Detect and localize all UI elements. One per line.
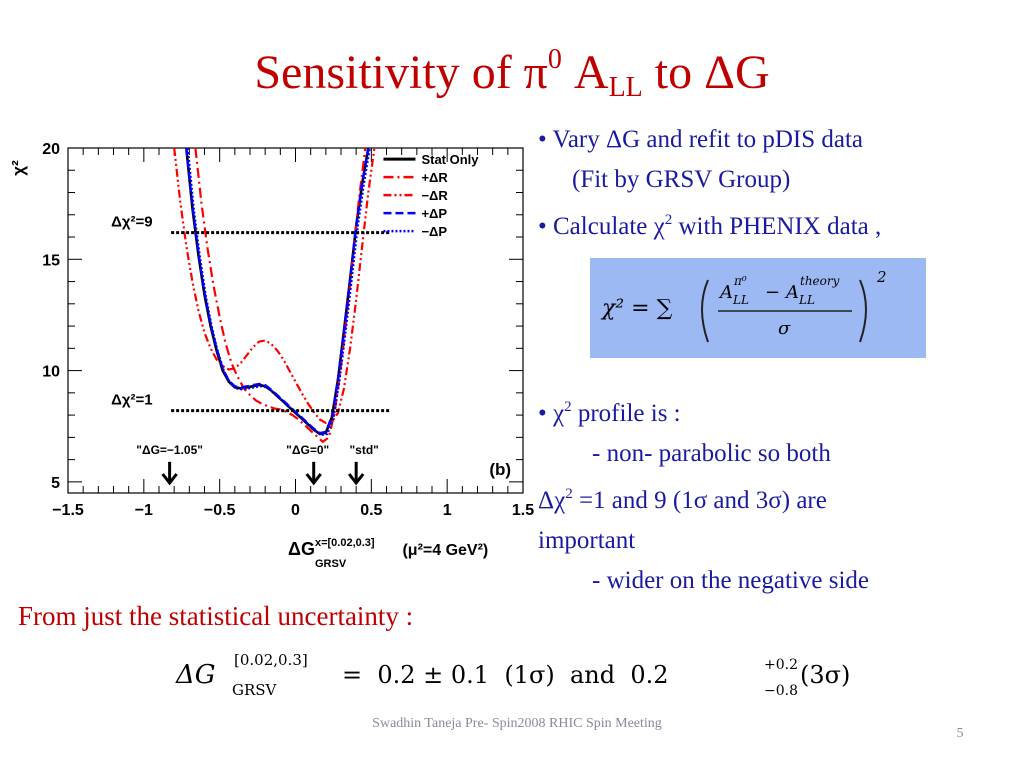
formula-a2: A xyxy=(784,282,799,303)
result-lhs: ΔG xyxy=(175,660,216,690)
x-axis-label-main: ΔG xyxy=(288,539,315,559)
bullet-calc-post: with PHENIX data , xyxy=(672,213,882,240)
bullet-calc-pre: • Calculate χ xyxy=(538,213,665,240)
delta-chi2-label-1: Δχ²=9 xyxy=(111,214,153,231)
legend-label-1: Stat Only xyxy=(421,152,479,167)
formula-left-paren xyxy=(701,279,709,343)
formula-a1-sup: π⁰ xyxy=(733,274,747,288)
marker-label-3: "std" xyxy=(349,443,378,457)
y-tick-label: 15 xyxy=(42,252,60,269)
title-subscript: LL xyxy=(608,72,643,103)
formula-a2-sup: theory xyxy=(800,274,840,288)
y-axis-label: χ² xyxy=(9,160,28,176)
result-formula-svg: ΔG [0.02,0.3] GRSV = 0.2 ± 0.1 (1σ) and … xyxy=(175,651,850,699)
bullet-cont-post: =1 and 9 (1σ and 3σ) are xyxy=(572,487,827,514)
title-end: to ΔG xyxy=(642,46,770,99)
plot-frame xyxy=(67,147,524,494)
series-line-5 xyxy=(186,148,371,437)
bullet-cont-pre: Δχ xyxy=(538,487,566,514)
bullet-profile-sub1: - non- parabolic so both xyxy=(592,440,831,467)
x-tick-label: 0 xyxy=(291,502,300,519)
panel-label: (b) xyxy=(489,460,511,479)
formula-a1: A xyxy=(718,282,733,303)
slide-title: Sensitivity of π0 ALL to ΔG xyxy=(0,30,1024,118)
bullet-calculate: • Calculate χ2 with PHENIX data , xyxy=(538,200,1024,247)
formula-lhs: χ² = ∑ xyxy=(600,296,673,321)
bullet-list: • Vary ΔG and refit to pDIS data (Fit by… xyxy=(538,120,1024,601)
formula-power: 2 xyxy=(876,268,887,286)
marker-arrow-head-2 xyxy=(305,473,322,486)
bullet-profile-cont2: important xyxy=(538,527,636,554)
x-tick-label: 1.5 xyxy=(512,502,534,519)
page-number: 5 xyxy=(956,726,964,741)
bullet-cont-sup: 2 xyxy=(565,486,573,502)
x-tick-label: 1 xyxy=(443,502,452,519)
result-value: = 0.2 ± 0.1 (1σ) and 0.2 xyxy=(342,661,669,689)
title-mid: A xyxy=(561,46,609,99)
bullet-vary-sub: (Fit by GRSV Group) xyxy=(572,166,791,193)
bullet-profile: • χ2 profile is : xyxy=(538,387,1024,434)
result-lhs-sup: [0.02,0.3] xyxy=(234,651,308,669)
bullet-profile-pre: • χ xyxy=(538,400,565,427)
result-err-down: −0.8 xyxy=(764,683,798,699)
formula-denominator: σ xyxy=(778,318,791,339)
legend-label-5: −ΔP xyxy=(421,224,447,239)
marker-label-1: "ΔG=−1.05" xyxy=(136,443,203,457)
delta-chi2-label-2: Δχ²=1 xyxy=(111,392,153,409)
y-tick-label: 10 xyxy=(42,364,60,381)
chi2-formula-svg: χ² = ∑ A π⁰ LL − A theory LL σ 2 xyxy=(600,268,887,343)
bullet-calc-sup: 2 xyxy=(664,212,673,228)
series-line-2 xyxy=(194,148,367,444)
chi2-chart: 5 10 15 20 −1.5 −1 −0.5 0 0.5 1 1.5 χ² ΔGx=[0.02,0.3… xyxy=(0,110,535,580)
x-axis-label: ΔGx=[0.02,0.3] GRSV (μ²=4 GeV²) xyxy=(288,537,488,570)
marker-arrow-head-1 xyxy=(161,473,178,486)
x-axis-label-tail: (μ²=4 GeV²) xyxy=(398,542,488,559)
chi2-formula: χ² = ∑ A π⁰ LL − A theory LL σ 2 xyxy=(590,258,926,358)
result-lhs-sub: GRSV xyxy=(232,681,278,699)
formula-minus: − xyxy=(765,282,780,303)
legend-label-3: −ΔR xyxy=(421,188,448,203)
slide-footer: Swadhin Taneja Pre- Spin2008 RHIC Spin M… xyxy=(372,716,662,731)
x-axis-label-sup: x=[0.02,0.3] xyxy=(315,537,375,549)
x-axis-label-sub: GRSV xyxy=(315,558,347,570)
y-tick-label: 20 xyxy=(42,141,60,158)
bullet-profile-cont: Δχ2 =1 and 9 (1σ and 3σ) are xyxy=(538,474,1024,521)
bullet-profile-post: profile is : xyxy=(571,400,681,427)
x-tick-label: 0.5 xyxy=(360,502,382,519)
marker-arrow-head-3 xyxy=(347,473,365,486)
stat-uncertainty-note: From just the statistical uncertainty : xyxy=(18,601,414,631)
series-line-3 xyxy=(173,148,376,425)
legend-label-4: +ΔP xyxy=(421,206,447,221)
bullet-vary: • Vary ΔG and refit to pDIS data xyxy=(538,126,863,153)
chi2-chart-svg: 5 10 15 20 −1.5 −1 −0.5 0 0.5 1 1.5 χ² ΔGx=[0.02,0.3… xyxy=(9,141,534,570)
result-tail: (3σ) xyxy=(800,661,850,689)
result-formula: ΔG [0.02,0.3] GRSV = 0.2 ± 0.1 (1σ) and … xyxy=(170,645,870,705)
marker-label-2: "ΔG=0" xyxy=(286,443,329,457)
bullet-profile-sub2: - wider on the negative side xyxy=(592,567,869,594)
title-main: Sensitivity of π xyxy=(254,46,548,99)
y-tick-label: 5 xyxy=(51,475,60,492)
legend-label-2: +ΔR xyxy=(421,170,448,185)
x-tick-label: −1.5 xyxy=(52,502,84,519)
result-err-up: +0.2 xyxy=(764,657,798,673)
formula-a1-sub: LL xyxy=(732,293,749,307)
title-superscript: 0 xyxy=(547,44,562,75)
x-tick-label: −1 xyxy=(135,502,153,519)
bullet-profile-sup: 2 xyxy=(564,399,572,415)
x-tick-label: −0.5 xyxy=(204,502,236,519)
formula-a2-sub: LL xyxy=(798,293,815,307)
formula-right-paren xyxy=(859,279,867,343)
